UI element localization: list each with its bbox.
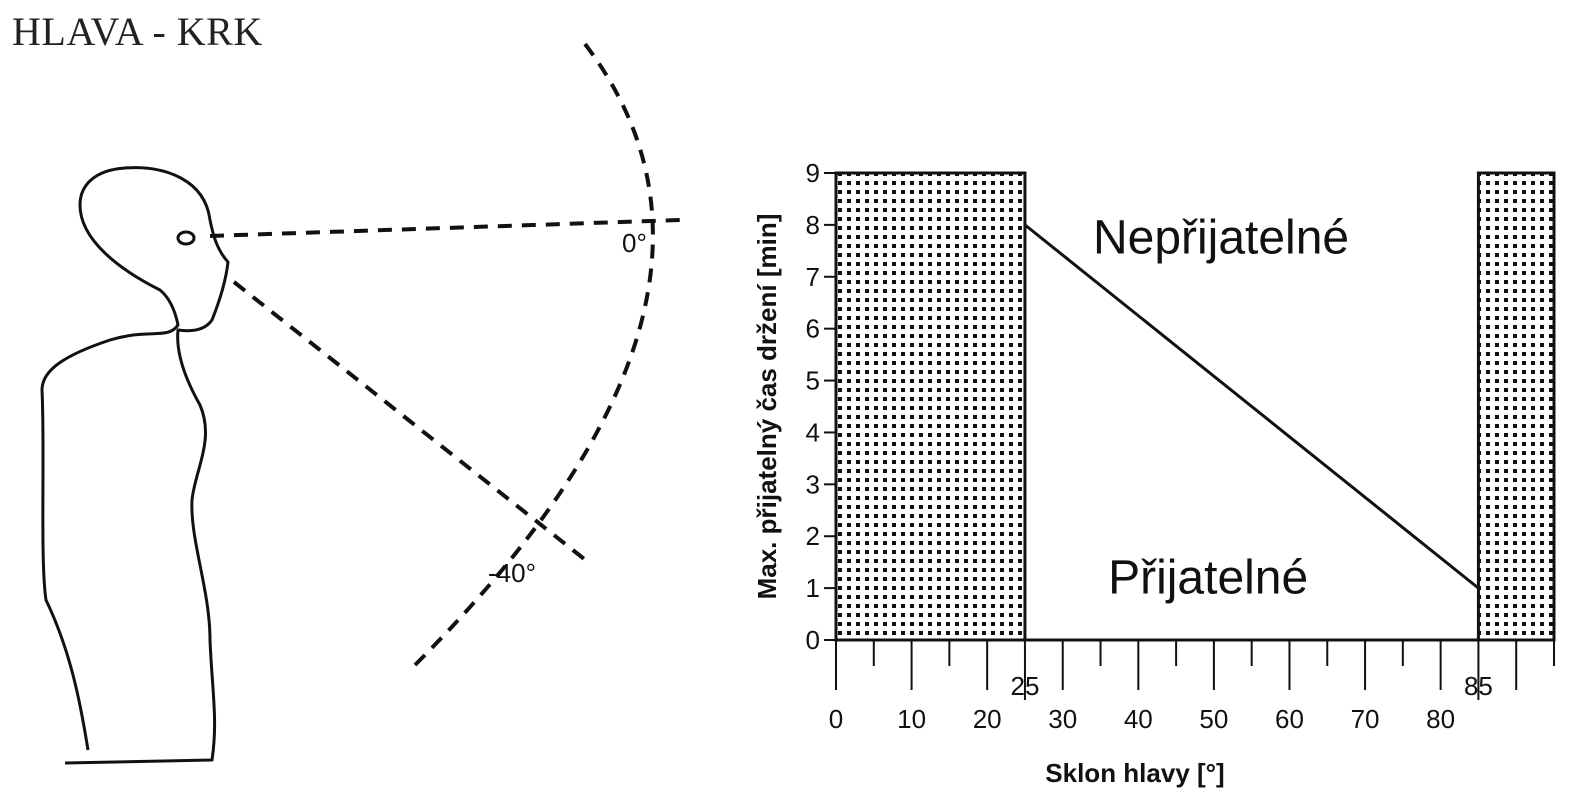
angle-label-40: -40° [488,558,536,588]
y-tick-label: 2 [806,521,820,551]
y-tick-label: 3 [806,469,820,499]
chart-axes [834,173,1554,642]
y-tick-label: 6 [806,314,820,344]
x-tick-label: 10 [897,704,926,734]
sight-line-0 [209,218,681,238]
unacceptable-regions [834,171,1556,642]
x-special-tick-label: 85 [1464,671,1493,701]
angle-label-0: 0° [622,228,647,258]
y-tick-label: 5 [806,366,820,396]
unacceptable-region-0 [834,171,1027,642]
x-tick-label: 80 [1426,704,1455,734]
y-axis-title: Max. přijatelný čas držení [min] [752,214,782,600]
x-tick-label: 40 [1124,704,1153,734]
person-silhouette [40,166,230,765]
page-title: HLAVA - KRK [12,9,263,54]
x-tick-label: 70 [1351,704,1380,734]
series-line-0 [1024,223,1480,590]
x-ticks: 0 10 20 30 40 50 60 70 80 25 85 [829,640,1555,734]
y-tick-label: 8 [806,210,820,240]
x-special-tick-label: 25 [1010,671,1039,701]
y-tick-label: 1 [806,573,820,603]
chart-series [1024,223,1480,590]
y-tick-label: 4 [806,417,820,447]
x-tick-label: 20 [973,704,1002,734]
region-label-unacceptable: Nepřijatelné [1093,211,1349,264]
x-tick-label: 60 [1275,704,1304,734]
chart: 0 1 2 3 4 5 6 7 8 9 0 10 20 30 40 50 60 70 80 25 85 Nepřija… [752,158,1556,788]
sight-lines [209,42,681,667]
y-tick-label: 0 [806,625,820,655]
unacceptable-region-1 [1476,171,1556,642]
x-tick-label: 0 [829,704,843,734]
human-figure [40,166,230,765]
x-axis-title: Sklon hlavy [°] [1045,758,1224,788]
y-tick-label: 9 [806,158,820,188]
y-tick-label: 7 [806,262,820,292]
x-tick-label: 50 [1199,704,1228,734]
angle-arc [413,42,655,667]
x-tick-label: 30 [1048,704,1077,734]
region-label-acceptable: Přijatelné [1108,551,1308,604]
sight-line-40 [232,280,590,564]
y-ticks: 0 1 2 3 4 5 6 7 8 9 [806,158,836,655]
eye-icon [176,230,196,246]
